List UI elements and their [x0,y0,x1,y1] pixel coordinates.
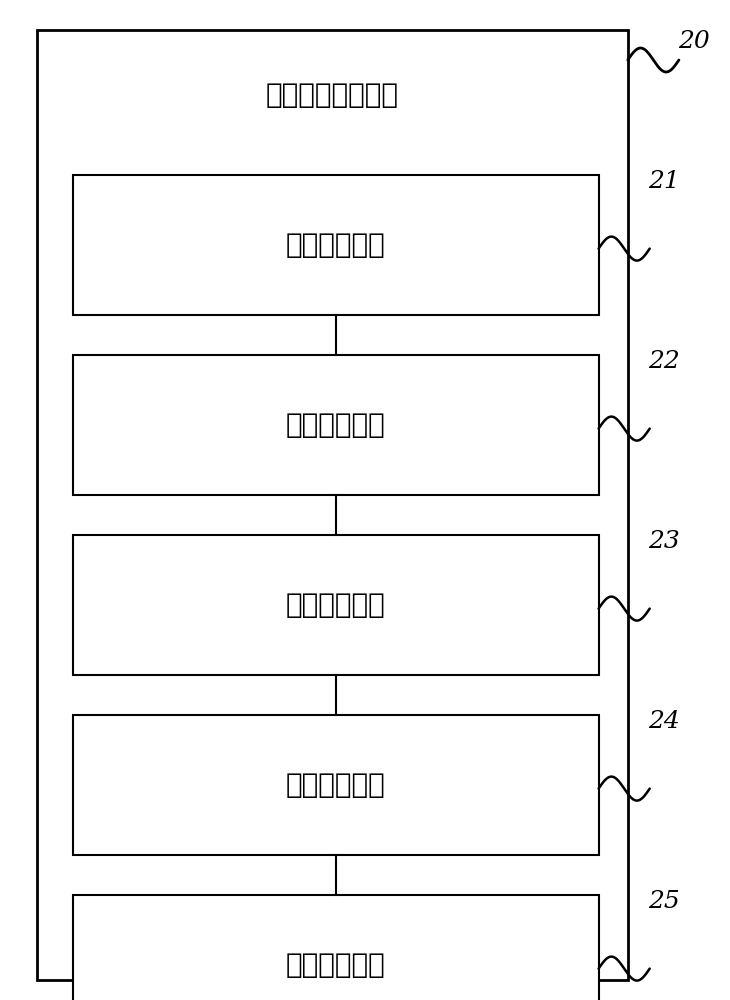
Bar [73,715,599,855]
Text: 22: 22 [648,350,680,373]
Text: 24: 24 [648,710,680,733]
Text: 充电控制模块: 充电控制模块 [286,951,385,979]
Bar [73,895,599,1000]
Text: 23: 23 [648,530,680,553]
Text: 第四确定模块: 第四确定模块 [286,771,385,799]
Text: 第一确定模块: 第一确定模块 [286,231,385,259]
Text: 20: 20 [677,30,710,53]
Text: 21: 21 [648,170,680,193]
Bar [73,535,599,675]
Bar [73,175,599,315]
Bar [73,355,599,495]
Bar [36,30,628,980]
Text: 25: 25 [648,890,680,913]
Text: 第二确定模块: 第二确定模块 [286,411,385,439]
Text: 电池充电控制装置: 电池充电控制装置 [266,81,399,109]
Text: 第三确定模块: 第三确定模块 [286,591,385,619]
